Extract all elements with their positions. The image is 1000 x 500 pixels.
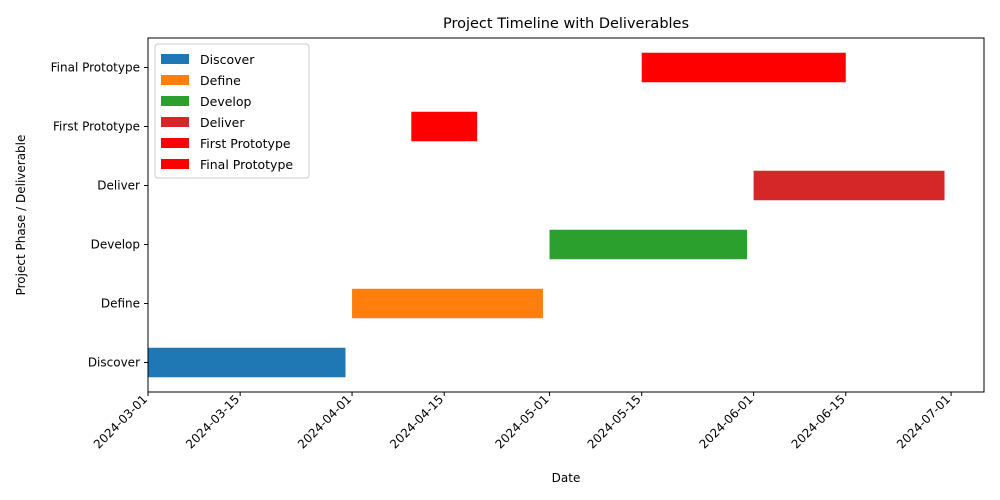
bar-final-prototype <box>641 52 846 83</box>
legend: Discover Define Develop Deliver First Protot… <box>154 43 310 179</box>
legend-label: Develop <box>200 94 252 109</box>
bar-deliver <box>753 170 945 201</box>
x-tick-label: 2024-03-01 <box>91 392 150 451</box>
chart-title: Project Timeline with Deliverables <box>443 16 689 32</box>
legend-label: First Prototype <box>200 136 291 151</box>
legend-swatch-deliver <box>161 117 189 127</box>
bar-develop <box>549 229 748 260</box>
x-tick-label: 2024-07-01 <box>894 392 953 451</box>
x-tick-label: 2024-06-15 <box>789 392 848 451</box>
x-tick-label: 2024-05-01 <box>492 392 551 451</box>
bar-discover <box>148 347 346 378</box>
x-tick-label: 2024-04-15 <box>387 392 446 451</box>
legend-swatch-define <box>161 75 189 85</box>
x-tick-label: 2024-03-15 <box>183 392 242 451</box>
y-tick-label: Final Prototype <box>51 61 140 75</box>
bar-define <box>352 288 543 319</box>
y-tick-label: Develop <box>91 238 140 252</box>
y-tick-label: Deliver <box>97 179 140 193</box>
y-axis-ticks: Discover Define Develop Deliver First Protot… <box>51 61 148 370</box>
legend-label: Deliver <box>200 115 245 130</box>
legend-label: Final Prototype <box>200 157 293 172</box>
x-axis-ticks: 2024-03-01 2024-03-15 2024-04-01 2024-04-15… <box>91 392 953 451</box>
legend-box <box>154 43 310 179</box>
x-tick-label: 2024-04-01 <box>295 392 354 451</box>
legend-swatch-final-prototype <box>161 159 189 169</box>
y-axis-label: Project Phase / Deliverable <box>14 135 28 296</box>
legend-label: Define <box>200 73 241 88</box>
x-tick-label: 2024-06-01 <box>697 392 756 451</box>
x-tick-label: 2024-05-15 <box>585 392 644 451</box>
legend-label: Discover <box>200 52 255 67</box>
y-tick-label: Discover <box>88 356 140 370</box>
y-tick-label: First Prototype <box>53 120 140 134</box>
legend-swatch-first-prototype <box>161 138 189 148</box>
legend-swatch-discover <box>161 54 189 64</box>
legend-swatch-develop <box>161 96 189 106</box>
y-tick-label: Define <box>101 297 140 311</box>
x-axis-label: Date <box>552 471 581 485</box>
bar-first-prototype <box>411 111 478 142</box>
bars-layer <box>148 52 945 378</box>
plot-frame <box>147 37 985 393</box>
